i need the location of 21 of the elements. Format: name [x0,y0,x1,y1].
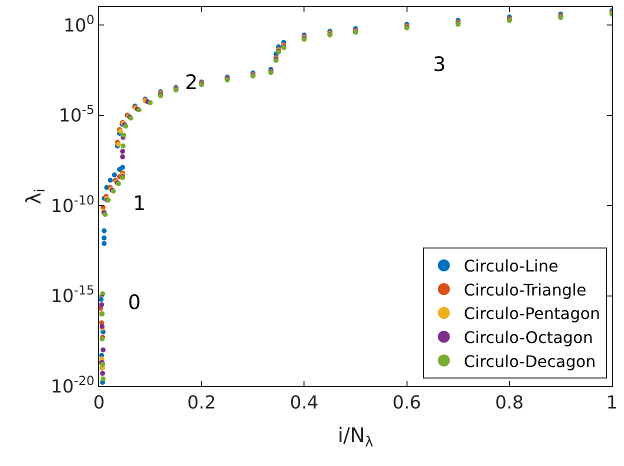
legend-label: Circulo-Pentagon [464,304,600,324]
y-tick-label: 10$^{-10}$ [50,192,94,217]
annotation: 3 [433,52,446,76]
y-tick-label: 10$^{-15}$ [50,282,94,308]
x-tick-label: 0 [93,392,105,414]
y-tick-label: 10$^{0}$ [63,12,94,36]
y-tick-label: 10$^{-5}$ [58,102,94,127]
legend-label: Circulo-Octagon [464,328,593,347]
x-tick-label: 0.4 [290,392,319,414]
x-axis-title: i/N$_{λ}$ [338,423,374,450]
annotation: 2 [185,70,198,94]
x-tick-label: 0.6 [392,392,422,414]
legend-label: Circulo-Triangle [464,280,586,300]
x-tick-label: 0.2 [187,392,216,414]
y-tick-label: 10$^{-20}$ [50,372,94,398]
x-tick-label: 0.8 [495,392,524,414]
annotation: 0 [128,290,141,314]
legend-label: Circulo-Line [464,256,558,276]
annotation: 1 [133,191,146,215]
legend-label: Circulo-Decagon [464,352,596,371]
x-tick-label: 1 [606,392,618,414]
